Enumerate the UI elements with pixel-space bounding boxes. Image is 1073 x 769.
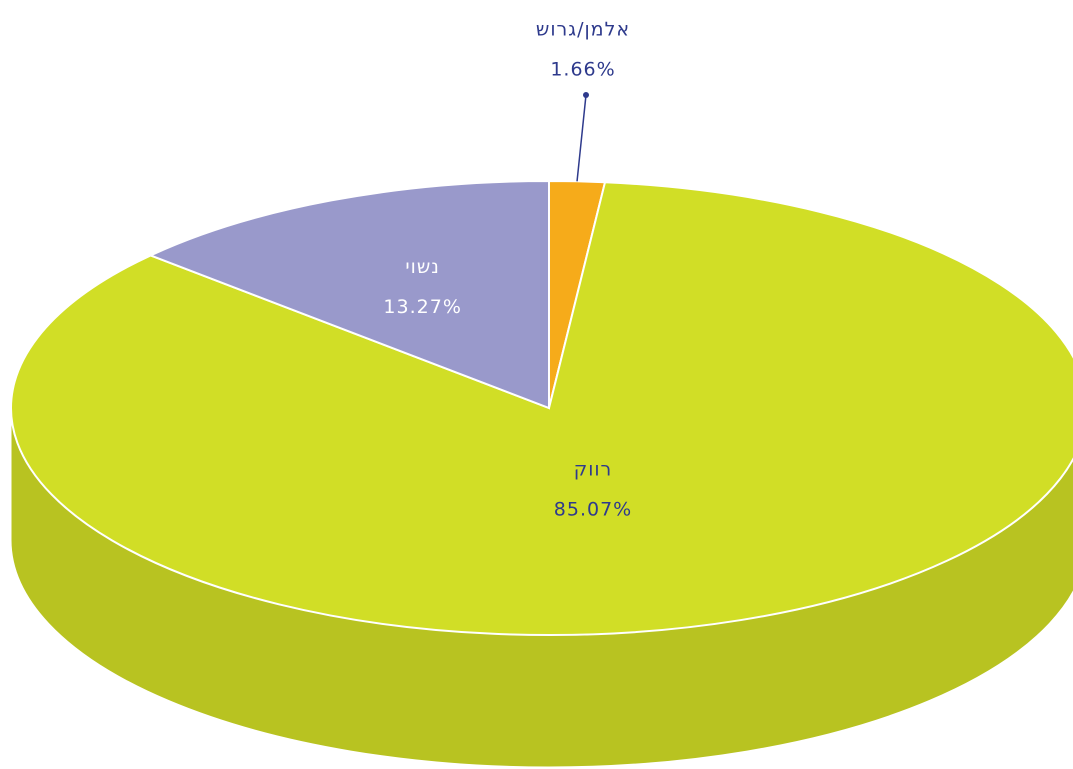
value-label: 85.07% <box>554 499 632 521</box>
category-label: אלמן/גרוש <box>536 19 630 41</box>
leader-line <box>576 94 587 182</box>
leader-dot <box>583 92 589 98</box>
pie-slice <box>10 181 1073 636</box>
category-label: רווק <box>574 459 613 481</box>
value-label: 13.27% <box>383 296 461 318</box>
category-label: נשוי <box>405 256 440 278</box>
value-label: 1.66% <box>550 59 615 81</box>
pie-slice <box>148 179 550 410</box>
